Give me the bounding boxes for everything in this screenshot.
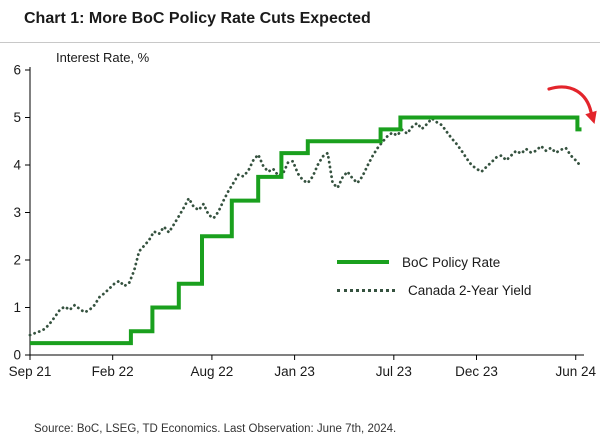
- y-tick-label: 6: [13, 63, 21, 78]
- legend-label-policy-rate: BoC Policy Rate: [402, 254, 501, 270]
- y-tick-label: 4: [13, 158, 21, 173]
- y-tick-label: 0: [13, 348, 21, 363]
- y-tick-label: 1: [13, 300, 21, 315]
- source-note: Source: BoC, LSEG, TD Economics. Last Ob…: [34, 423, 397, 435]
- x-tick-label: Sep 21: [9, 364, 52, 379]
- legend-label-2yr-yield: Canada 2-Year Yield: [408, 282, 532, 298]
- x-tick-label: Dec 23: [455, 364, 498, 379]
- policy-line-swatch: [337, 260, 389, 264]
- x-tick-label: Feb 22: [92, 364, 134, 379]
- rate-cut-arrow-head-icon: [585, 110, 597, 124]
- x-tick-label: Aug 22: [191, 364, 234, 379]
- y-axis-title: Interest Rate, %: [56, 50, 150, 65]
- x-tick-label: Jun 24: [555, 364, 596, 379]
- yield-line-swatch: [337, 288, 395, 292]
- title-divider: [0, 42, 600, 43]
- rate-cut-arrow-icon: [547, 85, 593, 114]
- legend: BoC Policy Rate Canada 2-Year Yield: [337, 254, 531, 310]
- chart-title: Chart 1: More BoC Policy Rate Cuts Expec…: [24, 10, 371, 27]
- boc-policy-rate-line: [30, 115, 582, 346]
- x-tick-label: Jan 23: [274, 364, 315, 379]
- y-tick-label: 5: [13, 110, 21, 125]
- legend-item-policy-rate: BoC Policy Rate: [337, 254, 531, 270]
- canada-2yr-yield-line: [28, 116, 581, 337]
- x-tick-label: Jul 23: [376, 364, 412, 379]
- y-tick-label: 3: [13, 205, 21, 220]
- legend-item-2yr-yield: Canada 2-Year Yield: [337, 282, 531, 298]
- y-tick-label: 2: [13, 253, 21, 268]
